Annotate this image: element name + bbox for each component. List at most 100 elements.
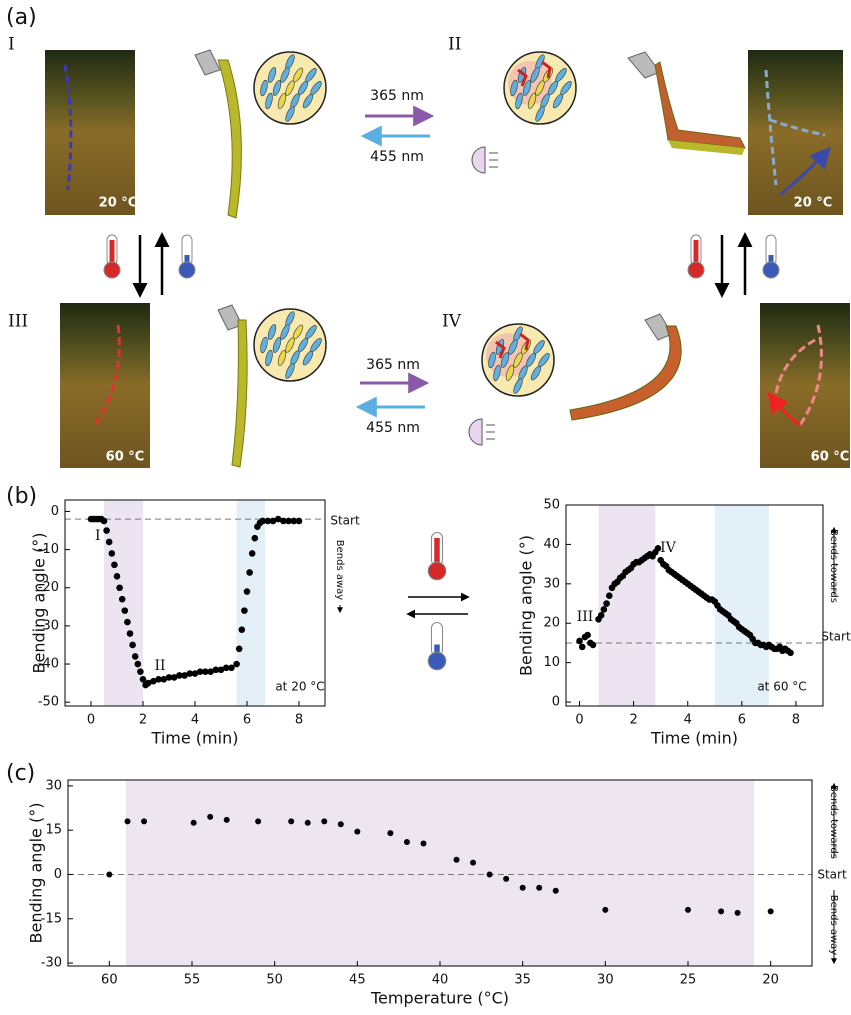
thermometer-fluid — [184, 255, 190, 265]
data-point — [139, 675, 147, 683]
temperature-label: 60 °C — [106, 450, 145, 465]
x-axis-title: Temperature (°C) — [370, 989, 509, 1008]
x-tick-label: 8 — [792, 713, 800, 728]
molecule — [285, 106, 295, 122]
photo — [60, 303, 150, 468]
state-label: III — [8, 312, 28, 332]
thermometer-bulb — [427, 561, 447, 581]
x-tick-label: 50 — [266, 973, 283, 988]
molecule — [555, 68, 567, 82]
molecule — [305, 68, 317, 82]
data-point — [186, 670, 194, 677]
y-axis-title: Bending angle (°) — [27, 803, 46, 944]
annotation: IV — [660, 540, 677, 556]
data-point — [160, 675, 168, 683]
data-point — [403, 839, 410, 845]
data-point — [578, 643, 586, 651]
photo — [45, 50, 135, 215]
x-tick-label: 40 — [432, 973, 449, 988]
data-point — [255, 818, 262, 825]
data-point — [100, 517, 108, 525]
data-point — [116, 584, 123, 592]
x-tick-label: 6 — [243, 713, 251, 728]
molecule — [272, 80, 282, 96]
temperature-label: 60 °C — [811, 450, 850, 465]
y-tick-label: 0 — [54, 867, 62, 882]
molecule — [260, 336, 268, 354]
wavelength-label: 455 nm — [370, 149, 424, 165]
photo — [748, 50, 843, 215]
data-point — [103, 527, 110, 534]
data-point — [108, 550, 116, 557]
molecule — [560, 81, 572, 95]
data-point — [519, 884, 526, 891]
panel-label: (c) — [6, 761, 35, 786]
thermometer-fluid — [768, 255, 774, 265]
molecule — [272, 337, 282, 353]
data-point — [603, 600, 610, 607]
data-point — [111, 561, 118, 569]
x-tick-label: 30 — [597, 973, 614, 988]
inset — [253, 308, 327, 382]
thermometer-bulb — [687, 261, 705, 279]
data-point — [453, 856, 460, 863]
data-point — [118, 595, 126, 603]
y-tick-label: -30 — [38, 618, 59, 633]
lamp — [468, 418, 483, 446]
x-tick-label: 60 — [101, 973, 118, 988]
data-point — [233, 660, 240, 668]
data-point — [248, 550, 256, 557]
temperature-label: 20 °C — [99, 196, 138, 211]
x-tick-label: 2 — [139, 713, 147, 728]
state-label: IV — [442, 312, 462, 332]
state-label: II — [448, 35, 461, 55]
thermometer-fluid — [693, 240, 699, 265]
data-point — [246, 569, 253, 576]
molecule — [280, 67, 290, 83]
isomer — [495, 340, 506, 359]
data-point — [767, 908, 774, 915]
data-point — [589, 641, 597, 649]
x-tick-label: 6 — [738, 713, 746, 728]
charts: 0 2 4 6 8 0 -10 -20 -30 -40 -50 Time (min) Bending a… — [27, 498, 851, 1008]
temperature-label: 20 °C — [794, 196, 833, 211]
data-point — [470, 859, 477, 866]
motion-arrow — [767, 391, 801, 427]
x-tick-label: 8 — [295, 713, 303, 728]
y-tick-label: -20 — [38, 580, 59, 595]
molecule — [538, 353, 550, 367]
data-point — [131, 653, 139, 660]
data-point — [228, 664, 235, 672]
plot-frame — [67, 779, 813, 967]
data-point — [212, 666, 220, 674]
data-point — [337, 821, 344, 828]
isomer — [541, 60, 552, 79]
light-arrows — [355, 105, 435, 418]
molecule — [522, 80, 532, 96]
data-point — [124, 618, 131, 626]
wavelength-label: 365 nm — [370, 88, 424, 104]
data-point — [238, 626, 246, 634]
data-point — [597, 612, 605, 619]
molecule — [508, 339, 518, 355]
data-point — [285, 517, 292, 525]
x-tick-label: 0 — [575, 713, 583, 728]
data-point — [105, 538, 113, 546]
data-point — [685, 906, 691, 913]
x-tick-label: 45 — [349, 973, 366, 988]
y-tick-label: -50 — [38, 695, 59, 710]
plot-frame — [64, 499, 326, 707]
data-point — [141, 818, 148, 825]
molecule — [515, 92, 523, 110]
data-point — [354, 828, 361, 835]
data-point — [280, 517, 287, 525]
thermometer-bulb — [178, 261, 196, 279]
data-point — [536, 884, 543, 891]
data-point — [734, 909, 741, 916]
data-point — [202, 668, 209, 675]
strips — [194, 49, 746, 468]
thermometer-fluid — [434, 538, 440, 566]
molecule — [513, 378, 523, 394]
data-point — [274, 515, 282, 523]
annotation: III — [577, 609, 594, 625]
